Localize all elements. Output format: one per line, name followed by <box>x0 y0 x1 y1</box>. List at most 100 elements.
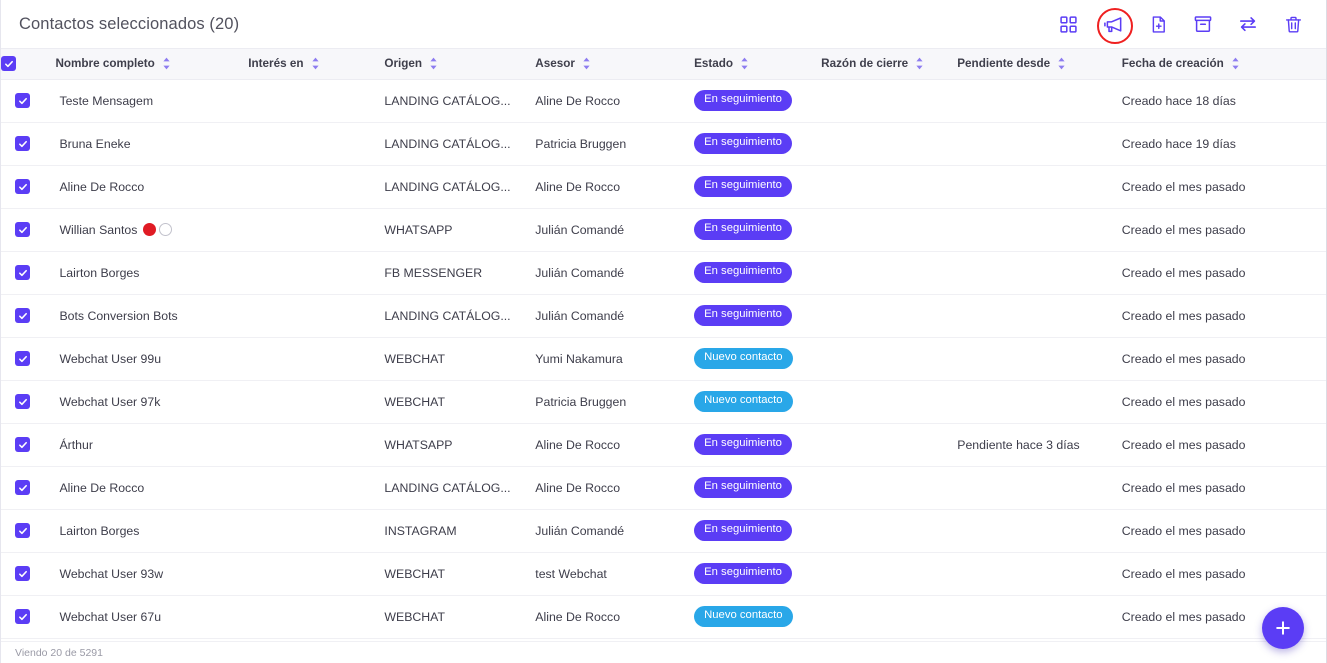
row-checkbox[interactable] <box>15 265 30 280</box>
cell-fecha-value: Creado el mes pasado <box>1121 609 1246 624</box>
trash-icon[interactable] <box>1278 9 1308 39</box>
transfer-icon[interactable] <box>1233 9 1263 39</box>
cell-nombre[interactable]: Webchat User 93w <box>55 552 249 596</box>
table-row[interactable]: Aline De Rocco LANDING CATÁLOG... Aline De… <box>1 165 1326 209</box>
status-badge[interactable]: En seguimiento <box>694 90 792 111</box>
cell-origen-value: LANDING CATÁLOG... <box>384 93 511 108</box>
table-row[interactable]: Willian Santos WHATSAPP Julián Comandé En s… <box>1 208 1326 252</box>
column-header-pendiente[interactable]: Pendiente desde <box>957 49 1122 80</box>
cell-nombre[interactable]: Bruna Eneke <box>55 122 249 166</box>
row-checkbox[interactable] <box>15 308 30 323</box>
row-select-cell <box>1 423 56 467</box>
status-badge[interactable]: En seguimiento <box>694 262 792 283</box>
row-checkbox[interactable] <box>15 480 30 495</box>
status-badge[interactable]: En seguimiento <box>694 133 792 154</box>
sort-icon[interactable] <box>162 57 171 70</box>
cell-interes <box>248 251 385 295</box>
row-checkbox[interactable] <box>15 222 30 237</box>
row-checkbox[interactable] <box>15 394 30 409</box>
cell-asesor-value: Aline De Rocco <box>535 480 621 495</box>
column-header-interes[interactable]: Interés en <box>248 49 385 80</box>
column-header-fecha[interactable]: Fecha de creación <box>1121 49 1326 80</box>
column-header-origen[interactable]: Origen <box>384 49 536 80</box>
cell-fecha-value: Creado el mes pasado <box>1121 437 1246 452</box>
cell-asesor: Julián Comandé <box>535 294 695 338</box>
row-checkbox[interactable] <box>15 136 30 151</box>
status-badge[interactable]: Nuevo contacto <box>694 391 793 412</box>
status-badge[interactable]: En seguimiento <box>694 305 792 326</box>
tag-dots <box>143 223 173 236</box>
status-badge[interactable]: En seguimiento <box>694 563 792 584</box>
column-header-nombre[interactable]: Nombre completo <box>55 49 249 80</box>
cell-nombre[interactable]: Teste Mensagem <box>55 79 249 123</box>
megaphone-icon[interactable] <box>1097 8 1133 44</box>
cell-origen-value: FB MESSENGER <box>384 265 483 280</box>
status-badge[interactable]: En seguimiento <box>694 520 792 541</box>
cell-asesor: Patricia Bruggen <box>535 122 695 166</box>
cell-nombre[interactable]: Bots Conversion Bots <box>55 294 249 338</box>
status-badge[interactable]: En seguimiento <box>694 219 792 240</box>
table-row[interactable]: Bruna Eneke LANDING CATÁLOG... Patricia Br… <box>1 122 1326 166</box>
sort-icon[interactable] <box>582 57 591 70</box>
row-checkbox[interactable] <box>15 351 30 366</box>
table-row[interactable]: Lairton Borges FB MESSENGER Julián Comandé… <box>1 251 1326 295</box>
table-row[interactable]: Webchat User 93w WEBCHAT test Webchat En se… <box>1 552 1326 596</box>
cell-interes <box>248 337 385 381</box>
status-badge[interactable]: En seguimiento <box>694 477 792 498</box>
status-badge[interactable]: En seguimiento <box>694 434 792 455</box>
table-row[interactable]: Teste Mensagem LANDING CATÁLOG... Aline De… <box>1 79 1326 123</box>
row-checkbox[interactable] <box>15 523 30 538</box>
cell-razon <box>821 509 958 553</box>
row-checkbox[interactable] <box>15 93 30 108</box>
column-header-razon[interactable]: Razón de cierre <box>821 49 958 80</box>
table-row[interactable]: Webchat User 67u WEBCHAT Aline De Rocco Nue… <box>1 595 1326 639</box>
table-row[interactable]: Webchat User 97k WEBCHAT Patricia Bruggen N… <box>1 380 1326 424</box>
cell-interes <box>248 208 385 252</box>
cell-razon <box>821 165 958 209</box>
cell-nombre[interactable]: Webchat User 97k <box>55 380 249 424</box>
cell-asesor-value: Julián Comandé <box>535 523 625 538</box>
sort-icon[interactable] <box>1057 57 1066 70</box>
cell-fecha: Creado el mes pasado <box>1121 165 1326 209</box>
status-badge[interactable]: Nuevo contacto <box>694 348 793 369</box>
table-row[interactable]: Árthur WHATSAPP Aline De Rocco En seguimien… <box>1 423 1326 467</box>
cell-origen: WEBCHAT <box>384 552 536 596</box>
cell-nombre[interactable]: Willian Santos <box>55 208 249 252</box>
status-badge[interactable]: En seguimiento <box>694 176 792 197</box>
row-checkbox[interactable] <box>15 566 30 581</box>
apps-grid-icon[interactable] <box>1053 9 1083 39</box>
cell-nombre[interactable]: Aline De Rocco <box>55 165 249 209</box>
cell-asesor-value: Julián Comandé <box>535 265 625 280</box>
cell-origen-value: WHATSAPP <box>384 437 453 452</box>
cell-fecha: Creado el mes pasado <box>1121 294 1326 338</box>
sort-icon[interactable] <box>915 57 924 70</box>
cell-nombre[interactable]: Webchat User 99u <box>55 337 249 381</box>
cell-nombre[interactable]: Árthur <box>55 423 249 467</box>
column-header-asesor[interactable]: Asesor <box>535 49 695 80</box>
table-row[interactable]: Webchat User 99u WEBCHAT Yumi Nakamura Nuev… <box>1 337 1326 381</box>
table-row[interactable]: Aline De Rocco LANDING CATÁLOG... Aline De… <box>1 466 1326 510</box>
table-row[interactable]: Lairton Borges INSTAGRAM Julián Comandé En … <box>1 509 1326 553</box>
archive-box-icon[interactable] <box>1188 9 1218 39</box>
cell-nombre[interactable]: Lairton Borges <box>55 251 249 295</box>
sort-icon[interactable] <box>429 57 438 70</box>
row-checkbox[interactable] <box>15 179 30 194</box>
cell-estado: En seguimiento <box>694 122 822 166</box>
cell-pendiente: Pendiente hace 3 días <box>957 423 1122 467</box>
cell-nombre[interactable]: Aline De Rocco <box>55 466 249 510</box>
column-header-estado[interactable]: Estado <box>694 49 822 80</box>
cell-nombre[interactable]: Lairton Borges <box>55 509 249 553</box>
sort-icon[interactable] <box>311 57 320 70</box>
row-checkbox[interactable] <box>15 609 30 624</box>
file-add-icon[interactable] <box>1143 9 1173 39</box>
row-checkbox[interactable] <box>15 437 30 452</box>
cell-interes <box>248 122 385 166</box>
cell-nombre[interactable]: Webchat User 67u <box>55 595 249 639</box>
action-toolbar <box>1053 8 1312 44</box>
status-badge[interactable]: Nuevo contacto <box>694 606 793 627</box>
add-contact-fab[interactable] <box>1262 607 1304 649</box>
table-row[interactable]: Bots Conversion Bots LANDING CATÁLOG... Ju… <box>1 294 1326 338</box>
sort-icon[interactable] <box>1231 57 1240 70</box>
sort-icon[interactable] <box>740 57 749 70</box>
select-all-checkbox[interactable] <box>1 56 16 72</box>
